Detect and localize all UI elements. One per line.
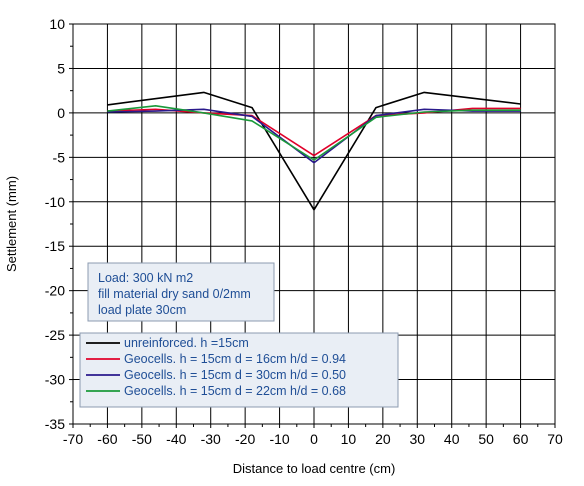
series-line-3 (107, 105, 521, 161)
x-tick-label: 60 (513, 431, 529, 447)
y-tick-label: -30 (45, 372, 65, 388)
y-tick-label: -20 (45, 283, 65, 299)
x-tick-label: 70 (547, 431, 563, 447)
x-tick-label: 30 (409, 431, 425, 447)
x-tick-label: -20 (235, 431, 255, 447)
y-tick-label: -10 (45, 194, 65, 210)
x-tick-label: 0 (310, 431, 318, 447)
x-tick-label: -70 (63, 431, 83, 447)
x-tick-label: 10 (341, 431, 357, 447)
y-tick-label: -15 (45, 238, 65, 254)
legend-label: Geocells. h = 15cm d = 16cm h/d = 0.94 (124, 352, 346, 366)
annotation-box: Load: 300 kN m2 fill material dry sand 0… (87, 262, 275, 322)
legend-label: Geocells. h = 15cm d = 22cm h/d = 0.68 (124, 384, 346, 398)
y-axis-title: Settlement (mm) (4, 176, 19, 272)
x-tick-label: -50 (132, 431, 152, 447)
x-axis-title: Distance to load centre (cm) (233, 461, 396, 476)
y-tick-label: -35 (45, 416, 65, 432)
x-tick-label: -30 (201, 431, 221, 447)
axis-ticks: -70 -60 -50 -40 -30 -20 -10 0 10 20 30 40 50 60 70-35-… (45, 16, 563, 447)
y-tick-label: 10 (49, 16, 65, 32)
x-tick-label: 50 (478, 431, 494, 447)
x-tick-label: 20 (375, 431, 391, 447)
y-tick-label: -5 (53, 149, 66, 165)
x-tick-label: -40 (166, 431, 186, 447)
legend: unreinforced. h =15cm Geocells. h = 15cm … (79, 332, 399, 408)
x-tick-label: 40 (444, 431, 460, 447)
annotation-line: load plate 30cm (98, 303, 186, 317)
series-lines (107, 91, 521, 211)
series-line-0 (107, 91, 521, 211)
x-tick-label: -60 (97, 431, 117, 447)
annotation-line: Load: 300 kN m2 (98, 271, 193, 285)
legend-label: Geocells. h = 15cm d = 30cm h/d = 0.50 (124, 368, 346, 382)
y-tick-label: 0 (57, 105, 65, 121)
legend-label: unreinforced. h =15cm (124, 336, 249, 350)
y-tick-label: 5 (57, 60, 65, 76)
annotation-line: fill material dry sand 0/2mm (98, 287, 251, 301)
x-tick-label: -10 (269, 431, 289, 447)
y-tick-label: -25 (45, 327, 65, 343)
